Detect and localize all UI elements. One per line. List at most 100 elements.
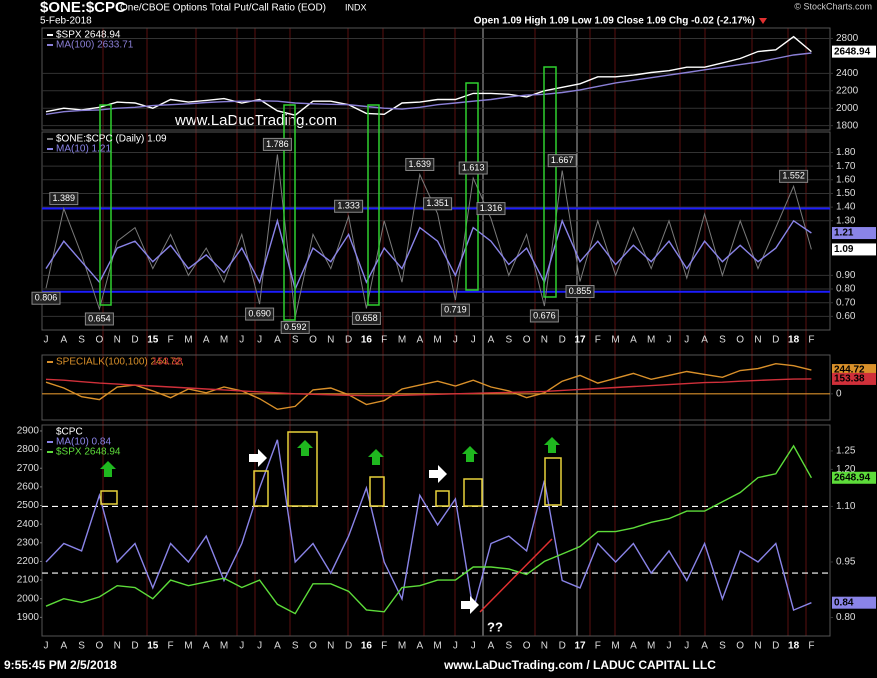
x-tick-label: M bbox=[433, 641, 441, 652]
value-label: 0.592 bbox=[284, 322, 307, 332]
value-label-box bbox=[280, 320, 310, 334]
x-tick-label: F bbox=[595, 335, 601, 346]
x-tick-label: F bbox=[168, 335, 174, 346]
x-tick-label: 15 bbox=[147, 335, 159, 346]
value-label: 0.719 bbox=[444, 304, 467, 314]
value-label-box bbox=[779, 169, 809, 183]
y-tick-label: 0.80 bbox=[836, 612, 856, 623]
white-arrows bbox=[249, 449, 479, 614]
legend-swatch bbox=[47, 361, 53, 363]
x-tick-label: N bbox=[327, 335, 334, 346]
x-tick-label: N bbox=[114, 335, 121, 346]
x-tick-label: 16 bbox=[361, 641, 373, 652]
question-note: ?? bbox=[487, 619, 503, 634]
footer-time: 9:55:45 PM 2/5/2018 bbox=[4, 658, 117, 672]
x-tick-label: A bbox=[701, 335, 708, 346]
x-tick-label: M bbox=[647, 335, 655, 346]
value-label: 0.855 bbox=[569, 286, 592, 296]
x-tick-label: J bbox=[453, 641, 458, 652]
footer-site: www.LaDucTrading.com / LADUC CAPITAL LLC bbox=[443, 658, 716, 672]
series-line bbox=[45, 52, 812, 115]
x-tick-label: 18 bbox=[788, 335, 800, 346]
x-tick-label: M bbox=[220, 335, 228, 346]
series-line bbox=[45, 362, 812, 411]
x-tick-label: S bbox=[719, 641, 726, 652]
y-tick-label: 1800 bbox=[836, 120, 859, 131]
value-tag-label: 1.09 bbox=[834, 244, 854, 255]
y-tick-label: 0 bbox=[836, 388, 842, 399]
x-tick-label: F bbox=[381, 641, 387, 652]
value-label: 1.552 bbox=[782, 171, 805, 181]
x-tick-label: N bbox=[754, 641, 761, 652]
x-tick-label: J bbox=[239, 641, 244, 652]
legend-entry: MA(100) 2633.71 bbox=[56, 40, 134, 51]
legend-swatch bbox=[47, 44, 53, 46]
value-tag bbox=[832, 372, 876, 385]
watermark: www.LaDucTrading.com bbox=[174, 112, 337, 129]
legend-swatch bbox=[47, 451, 53, 453]
x-tick-label: N bbox=[754, 335, 761, 346]
value-label-box bbox=[476, 202, 506, 216]
x-tick-label: S bbox=[292, 335, 299, 346]
down-arrow bbox=[759, 18, 767, 24]
value-tag-label: 244.72 bbox=[834, 365, 865, 376]
value-tag bbox=[832, 243, 876, 256]
value-label: 0.690 bbox=[248, 308, 271, 318]
legend-entry: $SPX 2648.94 bbox=[56, 30, 121, 41]
y-tick-label: 1.25 bbox=[836, 446, 856, 457]
value-tag-label: 2648.94 bbox=[834, 46, 871, 57]
value-label-box bbox=[334, 199, 364, 213]
value-tag bbox=[832, 596, 876, 609]
date: 5-Feb-2018 bbox=[40, 16, 92, 27]
x-tick-label: J bbox=[471, 641, 476, 652]
x-tick-label: M bbox=[611, 335, 619, 346]
x-tick-label: A bbox=[274, 641, 281, 652]
series-line bbox=[45, 439, 812, 612]
y-tick-label: 2000 bbox=[836, 103, 859, 114]
x-tick-label: A bbox=[416, 641, 423, 652]
footer-bar bbox=[0, 655, 877, 678]
value-label-box bbox=[547, 154, 577, 168]
x-tick-label: A bbox=[630, 641, 637, 652]
x-tick-label: M bbox=[398, 335, 406, 346]
x-tick-label: M bbox=[433, 335, 441, 346]
x-tick-label: O bbox=[309, 641, 317, 652]
legend-entry: MA(10) 0.84 bbox=[56, 437, 111, 448]
exchange: INDX bbox=[345, 2, 367, 12]
x-tick-label: F bbox=[168, 641, 174, 652]
symbol: $ONE:$CPC bbox=[40, 0, 126, 16]
y-tick-label: 2300 bbox=[17, 537, 40, 548]
x-tick-label: O bbox=[523, 335, 531, 346]
x-tick-label: J bbox=[471, 335, 476, 346]
x-tick-label: J bbox=[667, 641, 672, 652]
value-tag bbox=[832, 227, 876, 240]
trend-line bbox=[479, 538, 553, 613]
value-label: 1.351 bbox=[426, 198, 449, 208]
x-tick-label: D bbox=[345, 335, 352, 346]
value-label-box bbox=[423, 197, 453, 211]
green-arrows bbox=[100, 437, 560, 477]
value-label: 0.676 bbox=[533, 310, 556, 320]
x-tick-label: O bbox=[736, 641, 744, 652]
x-tick-label: J bbox=[257, 641, 262, 652]
x-tick-label: O bbox=[96, 641, 104, 652]
y-tick-label: 2200 bbox=[17, 556, 40, 567]
value-label-box bbox=[458, 161, 488, 175]
y-tick-label: 1900 bbox=[17, 612, 40, 623]
value-tag-label: 1.21 bbox=[834, 228, 854, 239]
y-tick-label: 0.80 bbox=[836, 284, 856, 295]
x-tick-label: F bbox=[595, 641, 601, 652]
x-tick-label: A bbox=[274, 335, 281, 346]
x-tick-label: J bbox=[684, 335, 689, 346]
value-label: 0.658 bbox=[355, 313, 378, 323]
x-tick-label: M bbox=[220, 641, 228, 652]
value-label: 1.389 bbox=[53, 193, 76, 203]
value-label: 0.806 bbox=[35, 293, 58, 303]
credit: © StockCharts.com bbox=[794, 1, 872, 11]
x-tick-label: A bbox=[60, 335, 67, 346]
panel-frame bbox=[41, 354, 831, 421]
x-tick-label: D bbox=[559, 335, 566, 346]
x-tick-label: A bbox=[488, 641, 495, 652]
x-tick-label: 18 bbox=[788, 641, 800, 652]
y-tick-label: 2100 bbox=[17, 575, 40, 586]
